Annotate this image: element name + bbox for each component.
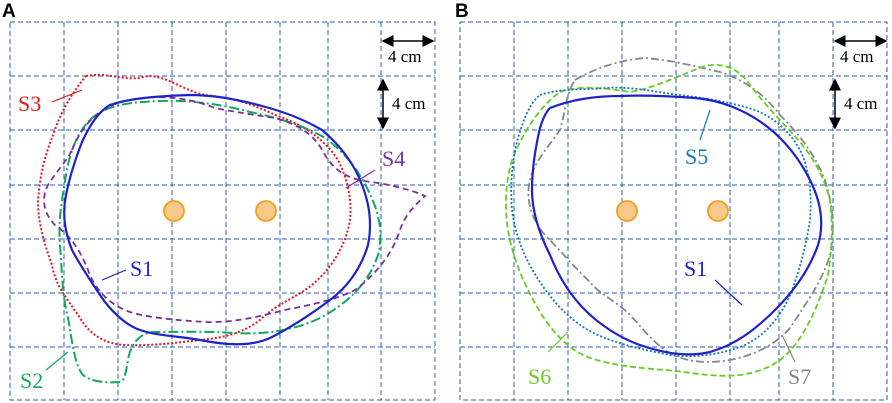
vertical-scale-label: 4 cm	[844, 94, 878, 113]
center-marker-right	[707, 200, 729, 222]
curve-s4	[43, 96, 427, 323]
horizontal-scale-label: 4 cm	[388, 47, 422, 66]
center-marker-left	[616, 200, 638, 222]
curve-s6	[505, 64, 833, 377]
curve-s5	[510, 86, 812, 358]
panel-b-centers	[616, 200, 729, 222]
panel-a-letter: A	[2, 1, 16, 22]
label-s4: S4	[382, 146, 405, 171]
curve-s1-b	[530, 94, 823, 356]
label-s2: S2	[20, 368, 43, 393]
label-s1-b: S1	[684, 256, 707, 281]
label-s7: S7	[788, 364, 811, 389]
vertical-scale-label: 4 cm	[392, 94, 426, 113]
panel-a-labels: S3 S4 S1 S2	[18, 89, 405, 393]
label-s6: S6	[528, 364, 551, 389]
panel-b: B 4 cm 4 cm	[455, 1, 888, 401]
curve-s7	[527, 57, 834, 363]
curve-s1-a	[63, 93, 372, 346]
panel-a-scale-bars: 4 cm 4 cm	[377, 35, 435, 130]
panel-b-grid	[459, 21, 888, 401]
panel-b-letter: B	[455, 1, 469, 22]
panel-b-scale-bars: 4 cm 4 cm	[829, 35, 888, 130]
panel-a: A 4 cm 4 cm	[2, 1, 436, 401]
label-s5: S5	[685, 144, 708, 169]
center-marker-left	[163, 200, 185, 222]
label-s3: S3	[18, 91, 41, 116]
panel-a-grid	[9, 21, 436, 401]
center-marker-right	[255, 200, 277, 222]
label-s1-a: S1	[130, 256, 153, 281]
curve-s2	[58, 99, 382, 384]
panel-b-labels: S5 S1 S6 S7	[528, 109, 811, 389]
panel-a-centers	[163, 200, 277, 222]
curve-s3	[36, 73, 352, 347]
horizontal-scale-label: 4 cm	[840, 47, 874, 66]
